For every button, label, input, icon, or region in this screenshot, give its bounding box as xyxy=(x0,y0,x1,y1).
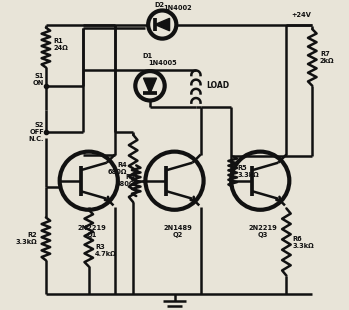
Text: R2
3.3kΩ: R2 3.3kΩ xyxy=(15,232,37,246)
Text: S1
ON: S1 ON xyxy=(33,73,44,86)
Text: R4
680Ω: R4 680Ω xyxy=(115,174,135,187)
Text: R6
3.3kΩ: R6 3.3kΩ xyxy=(292,236,314,249)
Text: 2N1489
Q2: 2N1489 Q2 xyxy=(163,225,192,238)
Polygon shape xyxy=(155,18,170,31)
Text: S2
OFF
N.C.: S2 OFF N.C. xyxy=(29,122,44,142)
Text: LOAD: LOAD xyxy=(207,81,230,90)
Text: 2N2219
Q1: 2N2219 Q1 xyxy=(77,225,106,238)
Text: R4
680Ω: R4 680Ω xyxy=(107,162,127,175)
Text: D1: D1 xyxy=(142,53,152,59)
Text: 1N4005: 1N4005 xyxy=(148,60,177,67)
Text: 1N4002: 1N4002 xyxy=(163,5,192,11)
Text: R1
24Ω: R1 24Ω xyxy=(53,38,68,51)
Text: 2N2219
Q3: 2N2219 Q3 xyxy=(249,225,278,238)
Text: R5
3.3kΩ: R5 3.3kΩ xyxy=(237,165,259,178)
Text: +24V: +24V xyxy=(292,12,312,18)
Text: D2: D2 xyxy=(154,2,164,8)
Text: R7
2kΩ: R7 2kΩ xyxy=(320,51,334,64)
Text: R3
4.7kΩ: R3 4.7kΩ xyxy=(95,244,117,257)
Polygon shape xyxy=(143,78,156,93)
